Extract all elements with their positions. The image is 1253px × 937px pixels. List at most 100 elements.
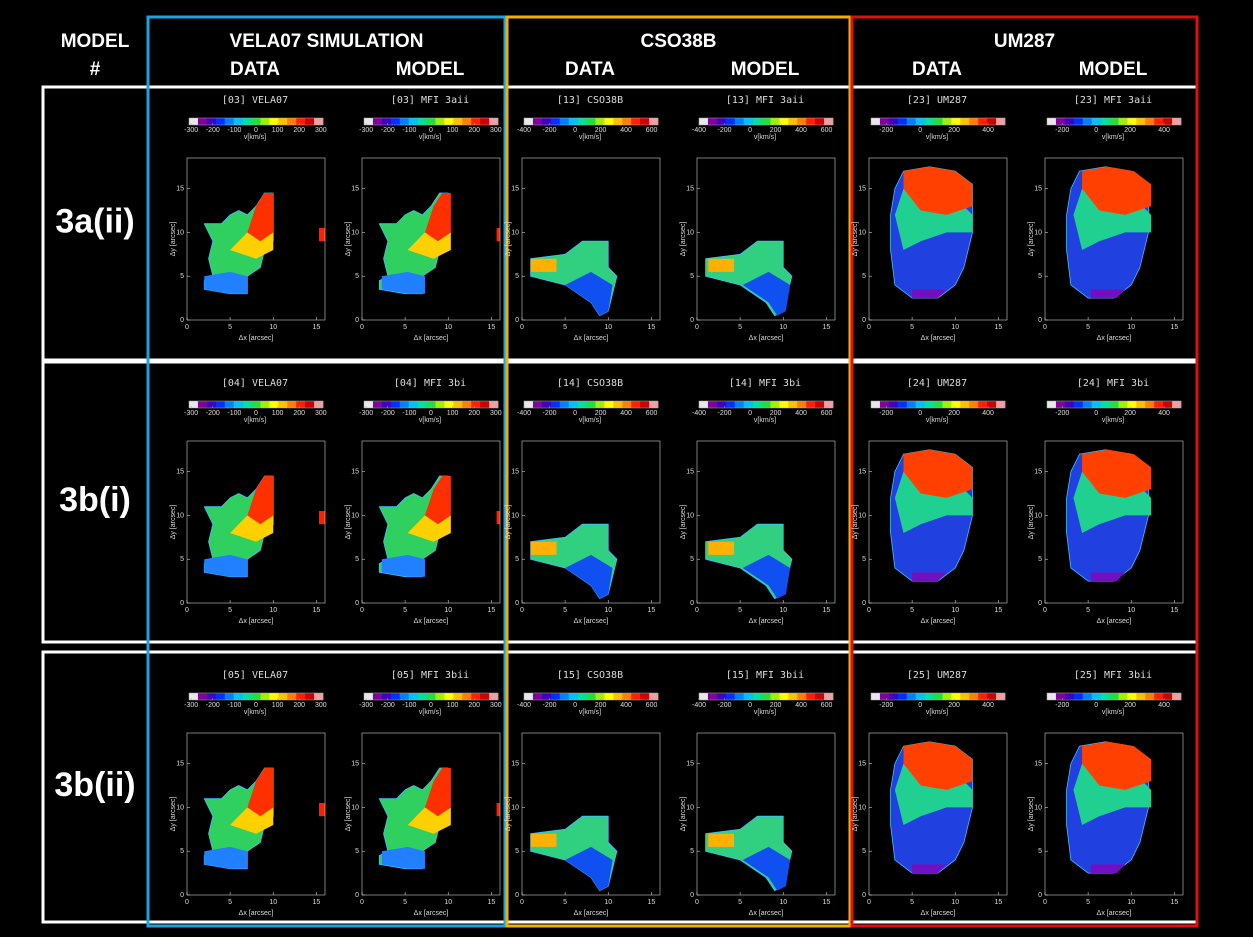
x-tick-label: 15 [822, 607, 830, 614]
colorbar-label: v[km/s] [926, 134, 948, 141]
y-axis-label: Δy [arcsec] [345, 797, 352, 832]
panel-title: [04] MFI 3bi [394, 378, 466, 389]
x-tick-label: 0 [695, 899, 699, 906]
y-axis-label: Δy [arcsec] [680, 505, 687, 540]
row-label: 3b(i) [59, 481, 131, 519]
map-region [1082, 741, 1152, 790]
colorbar-cell [287, 118, 297, 125]
colorbar-cell [1091, 401, 1101, 408]
colorbar-frame [698, 117, 834, 126]
colorbar-cell [788, 401, 798, 408]
colorbar-cell [622, 401, 632, 408]
colorbar-cell [770, 118, 780, 125]
plot-frame [521, 732, 661, 896]
colorbar-frame [870, 117, 1006, 126]
y-tick-label: 5 [515, 848, 519, 855]
x-tick-label: 10 [604, 607, 612, 614]
y-tick-label: 15 [1034, 760, 1042, 767]
colorbar-cell [260, 401, 270, 408]
colorbar-tick-label: -200 [718, 702, 732, 709]
y-axis-label: Δy [arcsec] [852, 505, 859, 540]
colorbar-tick-label: -200 [206, 127, 220, 134]
colorbar-cell [933, 118, 943, 125]
colorbar-tick-label: 100 [272, 410, 284, 417]
colorbar-tick-label: 0 [748, 410, 752, 417]
colorbar-tick-label: -400 [517, 702, 531, 709]
colorbar-tick-label: -200 [206, 702, 220, 709]
y-tick-label: 5 [1038, 848, 1042, 855]
map-region [530, 541, 557, 555]
velocity-map [530, 240, 618, 317]
colorbar-cell [489, 118, 499, 125]
plot-frame [868, 157, 1008, 321]
plot-frame [696, 440, 836, 604]
y-tick-label: 10 [351, 804, 359, 811]
colorbar-cell [770, 693, 780, 700]
colorbar-label: v[km/s] [926, 417, 948, 424]
colorbar-cell [462, 401, 472, 408]
colorbar-cell [613, 693, 623, 700]
colorbar-cell [224, 401, 234, 408]
x-tick-label: 15 [647, 899, 655, 906]
colorbar-tick-label: -200 [718, 410, 732, 417]
x-tick-label: 15 [647, 607, 655, 614]
y-tick-label: 15 [351, 468, 359, 475]
colorbar-cell [197, 118, 208, 125]
y-tick-label: 10 [351, 229, 359, 236]
colorbar-cell [987, 693, 997, 700]
velocity-map [203, 192, 325, 295]
plot-frame [696, 157, 836, 321]
colorbar-tick-label: 0 [573, 127, 577, 134]
map-region [708, 541, 735, 555]
colorbar-cell [888, 118, 899, 125]
colorbar-cell [640, 693, 650, 700]
colorbar-cell [568, 401, 578, 408]
colorbar-cell [372, 118, 383, 125]
colorbar-tick-label: 400 [795, 410, 807, 417]
y-tick-label: 10 [511, 804, 519, 811]
y-tick-label: 5 [355, 556, 359, 563]
colorbar-cell [969, 118, 979, 125]
panel-title: [13] MFI 3aii [726, 95, 804, 106]
x-tick-label: 10 [951, 324, 959, 331]
colorbar-cell [824, 118, 834, 125]
x-tick-label: 15 [487, 899, 495, 906]
map-region [1090, 289, 1126, 299]
colorbar-cell [444, 118, 454, 125]
velocity-map [203, 475, 325, 578]
colorbar-cell [604, 118, 614, 125]
colorbar-cell [1055, 693, 1066, 700]
colorbar-tick-label: 400 [795, 702, 807, 709]
y-tick-label: 10 [686, 229, 694, 236]
colorbar-cell [314, 401, 324, 408]
x-tick-label: 15 [994, 899, 1002, 906]
colorbar-label: v[km/s] [244, 417, 266, 424]
colorbar-cell [969, 693, 979, 700]
x-axis-label: Δx [arcsec] [414, 335, 449, 342]
velocity-map [705, 815, 793, 892]
colorbar-tick-label: 200 [595, 127, 607, 134]
panel-title: [23] UM287 [907, 95, 967, 106]
colorbar-cell [532, 401, 543, 408]
colorbar-cell [595, 693, 605, 700]
y-tick-label: 0 [690, 317, 694, 324]
colorbar-cell [480, 401, 490, 408]
colorbar-tick-label: -100 [402, 410, 416, 417]
y-tick-label: 10 [511, 229, 519, 236]
colorbar-label: v[km/s] [579, 134, 601, 141]
colorbar-tick-label: 0 [573, 410, 577, 417]
colorbar-cell [559, 401, 569, 408]
colorbar-tick-label: -200 [381, 127, 395, 134]
colorbar-tick-label: -200 [543, 127, 557, 134]
x-axis-label: Δx [arcsec] [574, 910, 609, 917]
colorbar-cell [189, 118, 199, 125]
colorbar-cell [314, 118, 324, 125]
colorbar-cell [408, 118, 418, 125]
colorbar-cell [471, 118, 481, 125]
y-tick-label: 15 [1034, 185, 1042, 192]
x-axis-label: Δx [arcsec] [239, 335, 274, 342]
x-axis-label: Δx [arcsec] [239, 618, 274, 625]
y-tick-label: 10 [1034, 804, 1042, 811]
plot-frame [361, 732, 501, 896]
